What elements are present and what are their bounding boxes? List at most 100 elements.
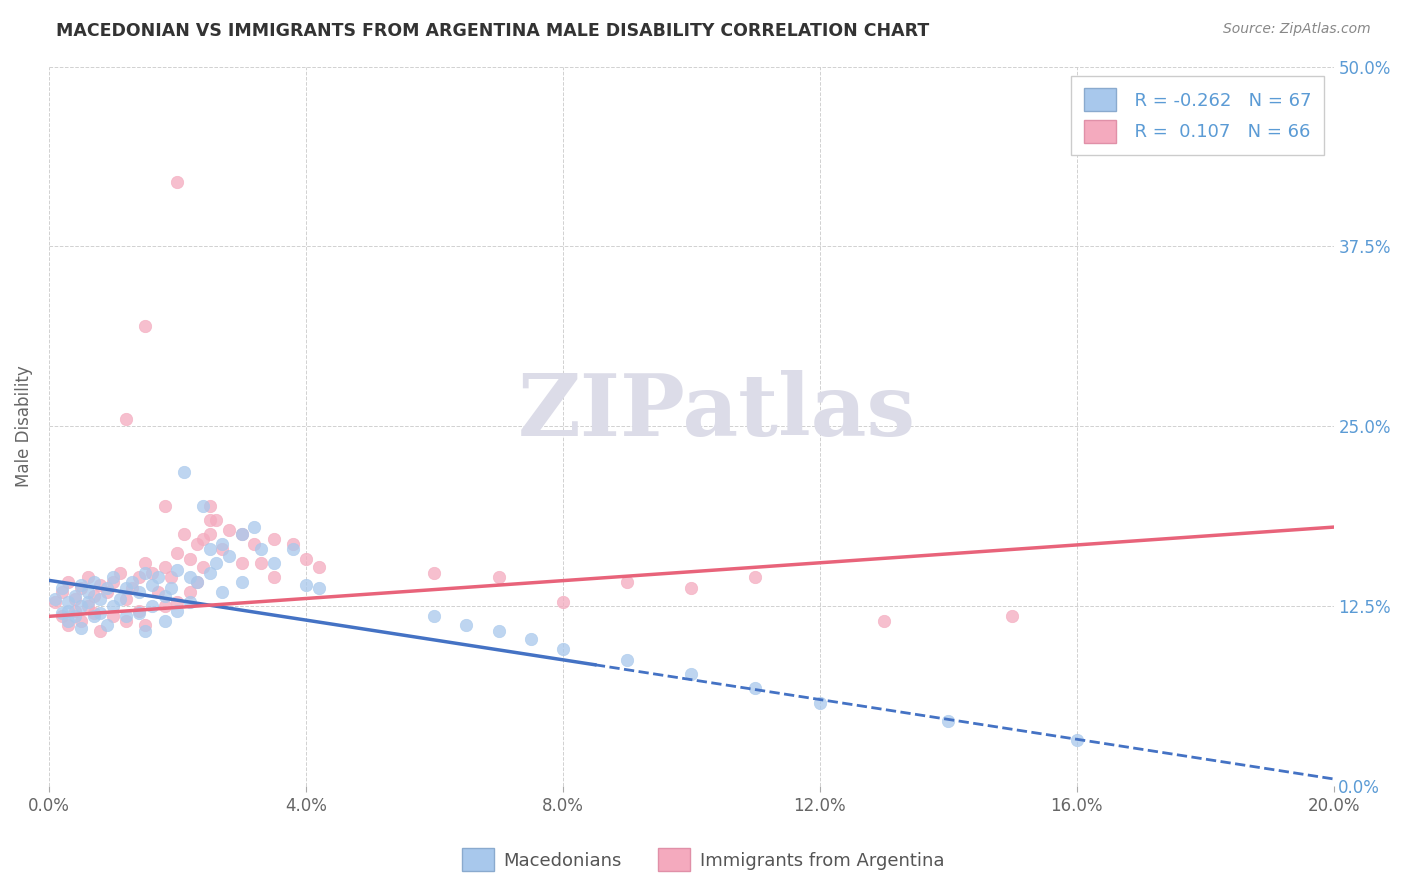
Point (146, 585, 169, 599)
Point (103, 574, 125, 589)
Point (70, 577, 93, 591)
Point (63, 592, 86, 607)
Point (128, 604, 150, 618)
Point (115, 412, 138, 426)
Point (83, 589, 105, 603)
Point (166, 546, 188, 560)
Point (250, 541, 273, 556)
Point (186, 574, 208, 589)
Point (141, 566, 163, 581)
Point (211, 585, 233, 599)
Point (218, 549, 240, 563)
Point (173, 466, 195, 480)
Point (83, 574, 105, 589)
Point (115, 581, 138, 595)
Point (166, 175, 188, 189)
Point (51, 585, 73, 599)
Point (51, 581, 73, 595)
Point (205, 556, 228, 570)
Point (488, 570, 510, 584)
Point (308, 581, 330, 595)
Point (103, 599, 125, 614)
Point (243, 537, 266, 551)
Point (108, 566, 131, 581)
Point (681, 666, 703, 681)
Point (134, 624, 156, 638)
Point (423, 566, 446, 581)
Point (166, 563, 188, 577)
Point (58, 618, 80, 632)
Point (231, 527, 253, 541)
Point (108, 592, 131, 607)
Point (121, 574, 143, 589)
Point (70, 621, 93, 635)
Point (551, 642, 574, 657)
Point (70, 581, 93, 595)
Point (89, 607, 111, 621)
Point (551, 595, 574, 609)
Point (128, 607, 150, 621)
Point (744, 570, 766, 584)
Point (231, 574, 253, 589)
Point (179, 585, 201, 599)
Point (179, 595, 201, 609)
Point (89, 592, 111, 607)
Point (263, 532, 285, 546)
Point (681, 581, 703, 595)
Point (231, 556, 253, 570)
Point (198, 527, 221, 541)
Point (134, 618, 156, 632)
Point (134, 556, 156, 570)
Point (89, 624, 111, 638)
Point (263, 570, 285, 584)
Point (308, 560, 330, 574)
Point (243, 520, 266, 534)
Point (160, 570, 183, 584)
Point (191, 532, 214, 546)
Point (103, 570, 125, 584)
Point (63, 589, 86, 603)
Point (153, 560, 176, 574)
Point (153, 499, 176, 513)
Point (488, 624, 510, 638)
Legend:   R = -0.262   N = 67,   R =  0.107   N = 66: R = -0.262 N = 67, R = 0.107 N = 66 (1071, 76, 1324, 155)
Point (83, 609, 105, 624)
Point (616, 652, 638, 666)
Point (173, 527, 195, 541)
Point (128, 585, 150, 599)
Point (51, 607, 73, 621)
Point (76, 585, 98, 599)
Point (186, 537, 208, 551)
Point (198, 566, 221, 581)
Point (96, 618, 118, 632)
Point (191, 560, 214, 574)
Point (70, 614, 93, 628)
Point (89, 577, 111, 591)
Point (211, 541, 233, 556)
Point (134, 318, 156, 333)
Point (128, 570, 150, 584)
Point (153, 599, 176, 614)
Point (76, 570, 98, 584)
Point (744, 681, 766, 696)
Point (63, 609, 86, 624)
Point (616, 574, 638, 589)
Point (115, 609, 138, 624)
Point (166, 595, 188, 609)
Point (96, 581, 118, 595)
Point (191, 499, 214, 513)
Point (115, 592, 138, 607)
Point (808, 696, 831, 710)
Point (121, 581, 143, 595)
Point (936, 714, 959, 729)
Text: ZIPatlas: ZIPatlas (517, 370, 915, 454)
Point (231, 527, 253, 541)
Point (211, 537, 233, 551)
Point (519, 632, 541, 647)
Point (63, 604, 86, 618)
Point (103, 609, 125, 624)
Point (58, 574, 80, 589)
Legend: Macedonians, Immigrants from Argentina: Macedonians, Immigrants from Argentina (454, 841, 952, 879)
Point (134, 566, 156, 581)
Point (198, 499, 221, 513)
